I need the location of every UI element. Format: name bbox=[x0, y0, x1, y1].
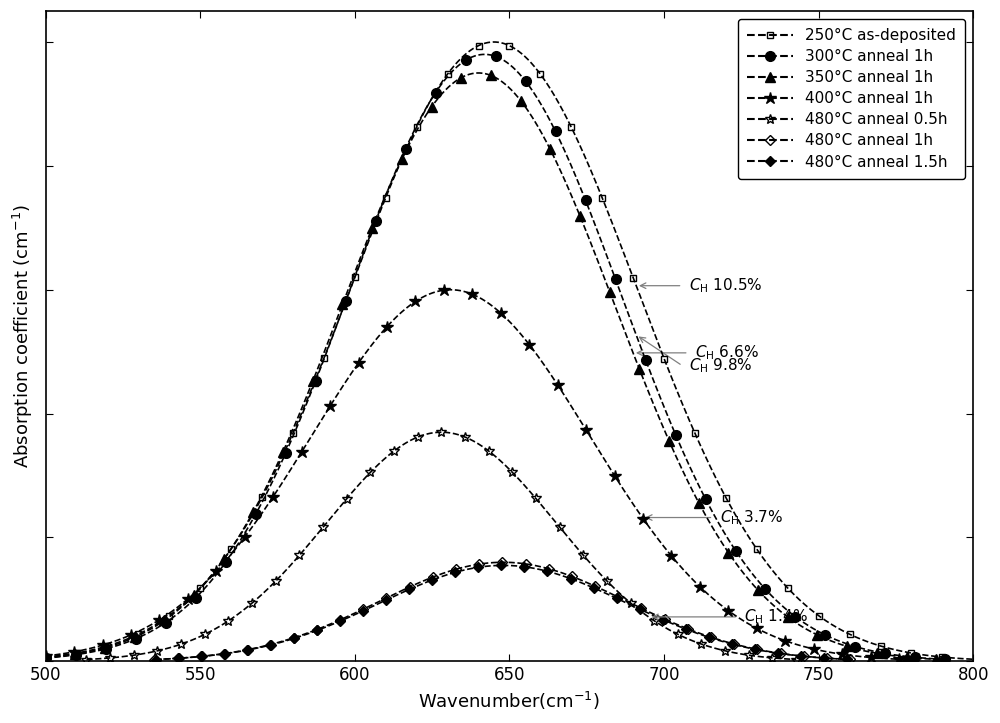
480°C anneal 1.5h bbox=[150, 655, 162, 664]
350°C anneal 1h bbox=[49, 652, 61, 661]
350°C anneal 1h bbox=[906, 654, 918, 662]
400°C anneal 1h bbox=[897, 655, 909, 664]
480°C anneal 1.5h bbox=[497, 561, 509, 570]
350°C anneal 1h bbox=[473, 69, 485, 77]
350°C anneal 1h bbox=[678, 469, 690, 478]
480°C anneal 1.5h bbox=[797, 652, 809, 661]
400°C anneal 1h bbox=[194, 583, 206, 592]
480°C anneal 0.5h bbox=[434, 428, 446, 437]
300°C anneal 1h bbox=[40, 654, 52, 662]
300°C anneal 1h bbox=[941, 655, 953, 664]
250°C as-deposited bbox=[40, 653, 52, 662]
400°C anneal 1h bbox=[40, 651, 52, 660]
480°C anneal 0.5h bbox=[696, 640, 708, 649]
350°C anneal 1h bbox=[397, 153, 409, 161]
Line: 300°C anneal 1h: 300°C anneal 1h bbox=[41, 49, 952, 664]
480°C anneal 1.5h bbox=[786, 651, 798, 659]
480°C anneal 1h bbox=[148, 655, 160, 664]
Text: $C_{\mathrm{H}}$ 3.7%: $C_{\mathrm{H}}$ 3.7% bbox=[720, 508, 782, 527]
400°C anneal 1h bbox=[472, 293, 484, 301]
480°C anneal 1.5h bbox=[253, 643, 265, 652]
480°C anneal 0.5h bbox=[766, 654, 778, 662]
480°C anneal 0.5h bbox=[478, 443, 490, 452]
480°C anneal 0.5h bbox=[790, 655, 802, 664]
480°C anneal 0.5h bbox=[381, 452, 393, 461]
Text: $C_{\mathrm{H}}$ 6.6%: $C_{\mathrm{H}}$ 6.6% bbox=[695, 343, 759, 362]
480°C anneal 1h bbox=[508, 558, 520, 567]
250°C as-deposited bbox=[255, 495, 267, 504]
480°C anneal 0.5h bbox=[155, 646, 167, 654]
250°C as-deposited bbox=[455, 54, 467, 62]
400°C anneal 1h bbox=[879, 654, 891, 663]
300°C anneal 1h bbox=[290, 426, 302, 435]
250°C as-deposited bbox=[265, 476, 277, 485]
250°C as-deposited bbox=[967, 655, 979, 664]
250°C as-deposited bbox=[488, 38, 500, 46]
480°C anneal 1h bbox=[497, 558, 509, 567]
Y-axis label: Absorption coefficient (cm$^{-1}$): Absorption coefficient (cm$^{-1}$) bbox=[11, 204, 35, 469]
480°C anneal 1h bbox=[360, 603, 372, 612]
250°C as-deposited bbox=[260, 486, 272, 495]
300°C anneal 1h bbox=[335, 309, 347, 317]
300°C anneal 1h bbox=[872, 648, 884, 656]
X-axis label: Wavenumber(cm$^{-1}$): Wavenumber(cm$^{-1}$) bbox=[418, 690, 600, 712]
Line: 480°C anneal 0.5h: 480°C anneal 0.5h bbox=[82, 427, 801, 664]
480°C anneal 1h bbox=[331, 617, 343, 625]
350°C anneal 1h bbox=[40, 654, 52, 662]
480°C anneal 1.5h bbox=[593, 586, 605, 595]
Line: 350°C anneal 1h: 350°C anneal 1h bbox=[41, 68, 945, 664]
400°C anneal 1h bbox=[706, 593, 718, 602]
300°C anneal 1h bbox=[561, 152, 573, 161]
Line: 480°C anneal 1h: 480°C anneal 1h bbox=[151, 559, 855, 663]
300°C anneal 1h bbox=[479, 50, 491, 59]
480°C anneal 1h bbox=[250, 643, 262, 652]
Text: $C_{\mathrm{H}}$ 10.5%: $C_{\mathrm{H}}$ 10.5% bbox=[689, 276, 762, 295]
350°C anneal 1h bbox=[804, 627, 816, 636]
480°C anneal 0.5h bbox=[435, 428, 447, 437]
480°C anneal 1.5h bbox=[178, 654, 190, 662]
Text: $C_{\mathrm{H}}$ 1.4%: $C_{\mathrm{H}}$ 1.4% bbox=[744, 607, 808, 626]
480°C anneal 1.5h bbox=[845, 655, 857, 664]
400°C anneal 1h bbox=[568, 406, 580, 414]
400°C anneal 1h bbox=[445, 286, 457, 294]
Line: 480°C anneal 1.5h: 480°C anneal 1.5h bbox=[152, 562, 854, 663]
Text: $C_{\mathrm{H}}$ 9.8%: $C_{\mathrm{H}}$ 9.8% bbox=[689, 356, 752, 375]
480°C anneal 1h bbox=[846, 655, 858, 664]
250°C as-deposited bbox=[389, 170, 401, 179]
Legend: 250°C as-deposited, 300°C anneal 1h, 350°C anneal 1h, 400°C anneal 1h, 480°C ann: 250°C as-deposited, 300°C anneal 1h, 350… bbox=[738, 19, 965, 179]
400°C anneal 1h bbox=[451, 286, 463, 294]
Line: 400°C anneal 1h: 400°C anneal 1h bbox=[39, 283, 910, 666]
480°C anneal 1.5h bbox=[826, 654, 838, 663]
Line: 250°C as-deposited: 250°C as-deposited bbox=[42, 38, 977, 663]
300°C anneal 1h bbox=[840, 639, 852, 648]
480°C anneal 1h bbox=[519, 560, 531, 568]
350°C anneal 1h bbox=[748, 581, 760, 589]
350°C anneal 1h bbox=[934, 655, 946, 664]
300°C anneal 1h bbox=[307, 382, 319, 391]
480°C anneal 1h bbox=[544, 565, 556, 573]
250°C as-deposited bbox=[960, 654, 972, 663]
480°C anneal 0.5h bbox=[80, 655, 92, 664]
